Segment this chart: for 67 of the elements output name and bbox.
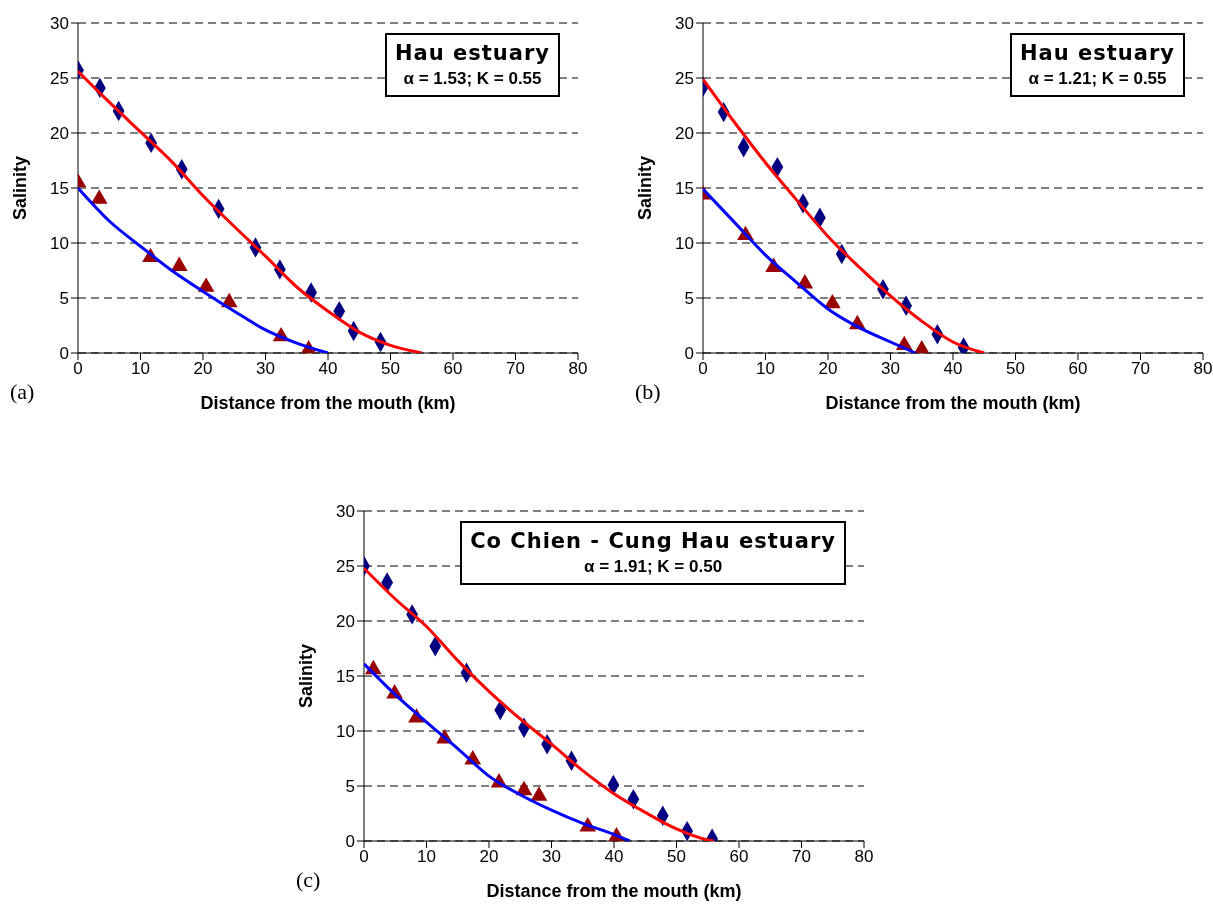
x-axis-title: Distance from the mouth (km) <box>486 881 742 901</box>
y-tick-label: 20 <box>336 612 355 632</box>
y-axis-title: Salinity <box>296 643 317 709</box>
x-tick-label: 50 <box>381 359 400 379</box>
point <box>824 293 841 309</box>
x-tick-label: 30 <box>542 847 561 867</box>
annotation: α = 1.91; K = 0.50 <box>583 557 724 577</box>
x-tick-label: 10 <box>131 359 150 379</box>
y-tick-label: 25 <box>336 557 355 577</box>
y-tick-label: 25 <box>50 69 69 89</box>
x-tick-label: 20 <box>479 847 499 867</box>
y-tick-label: 10 <box>50 234 69 254</box>
y-tick-label: 10 <box>336 722 355 742</box>
x-tick-label: 30 <box>256 359 275 379</box>
x-tick-label: 30 <box>881 359 900 379</box>
point <box>170 256 188 271</box>
x-tick-label: 80 <box>1193 359 1213 379</box>
y-tick-label: 15 <box>336 667 355 687</box>
point <box>530 786 548 801</box>
y-axis-title: Salinity <box>10 155 31 221</box>
y-tick-label: 20 <box>675 124 694 144</box>
x-tick-label: 70 <box>792 847 811 867</box>
y-tick-label: 0 <box>345 832 355 852</box>
y-axis-title: Salinity <box>635 155 656 221</box>
y-tick-label: 30 <box>50 14 69 34</box>
text: (b) <box>635 379 661 405</box>
y-tick-label: 5 <box>59 289 69 309</box>
y-tick-label: 15 <box>675 179 694 199</box>
x-tick-label: 20 <box>818 359 838 379</box>
x-tick-label: 80 <box>854 847 874 867</box>
x-axis-title: Distance from the mouth (km) <box>825 393 1081 413</box>
x-tick-label: 0 <box>359 847 369 867</box>
x-tick-label: 50 <box>667 847 686 867</box>
y-tick-label: 15 <box>50 179 69 199</box>
x-axis-title: Distance from the mouth (km) <box>200 393 456 413</box>
text: Hau estuary <box>395 41 550 65</box>
x-tick-label: 40 <box>943 359 963 379</box>
x-tick-label: 80 <box>568 359 588 379</box>
text: (c) <box>296 867 321 893</box>
y-tick-label: 30 <box>336 502 355 522</box>
x-tick-label: 70 <box>1131 359 1150 379</box>
x-tick-label: 40 <box>604 847 624 867</box>
x-tick-label: 60 <box>1068 359 1088 379</box>
x-tick-label: 10 <box>417 847 436 867</box>
line-series <box>703 77 986 353</box>
y-tick-label: 0 <box>59 344 69 364</box>
text: Hau estuary <box>1020 41 1175 65</box>
text: Co Chien - Cung Hau estuary <box>470 529 836 553</box>
x-tick-label: 60 <box>729 847 749 867</box>
x-tick-label: 10 <box>756 359 775 379</box>
x-tick-label: 20 <box>193 359 213 379</box>
text: (a) <box>10 379 35 405</box>
y-tick-label: 10 <box>675 234 694 254</box>
x-tick-label: 50 <box>1006 359 1025 379</box>
x-tick-label: 70 <box>506 359 525 379</box>
y-tick-label: 25 <box>675 69 694 89</box>
x-tick-label: 0 <box>73 359 83 379</box>
y-tick-label: 0 <box>684 344 694 364</box>
annotation: α = 1.53; K = 0.55 <box>402 69 543 89</box>
x-tick-label: 60 <box>443 359 463 379</box>
y-tick-label: 20 <box>50 124 69 144</box>
y-tick-label: 5 <box>345 777 355 797</box>
x-tick-label: 0 <box>698 359 708 379</box>
y-tick-label: 5 <box>684 289 694 309</box>
annotation: α = 1.21; K = 0.55 <box>1027 69 1168 89</box>
x-tick-label: 40 <box>318 359 338 379</box>
y-tick-label: 30 <box>675 14 694 34</box>
